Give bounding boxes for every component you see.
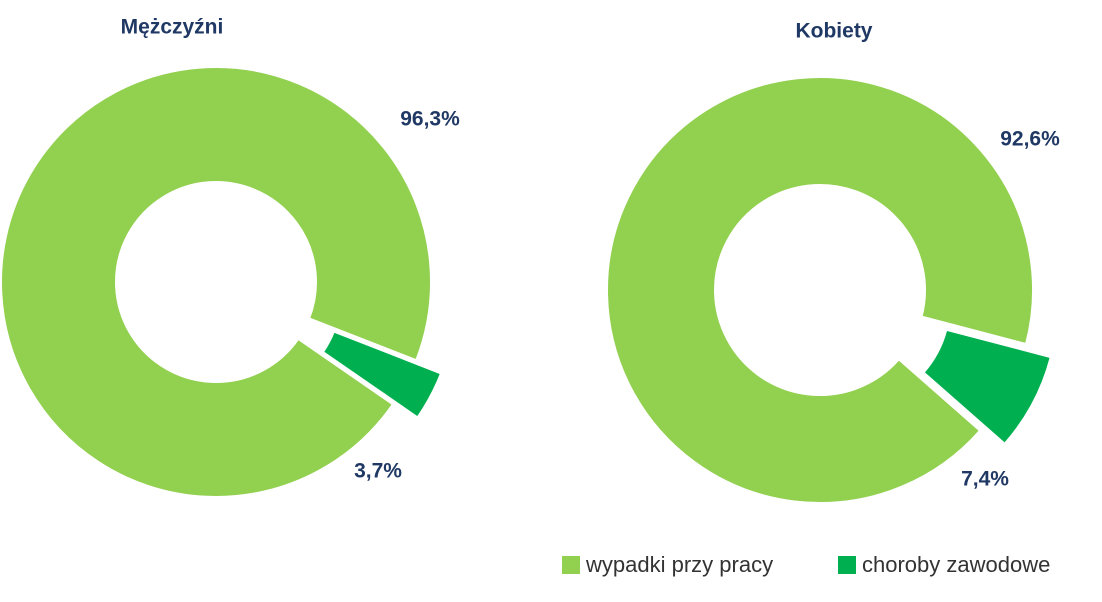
donut-slice	[0, 66, 432, 498]
chart-title: Mężczyźni	[121, 16, 224, 39]
legend-label: choroby zawodowe	[862, 552, 1050, 577]
legend-swatch	[838, 556, 856, 574]
legend-label: wypadki przy pracy	[585, 552, 773, 577]
chart-title: Kobiety	[795, 20, 872, 43]
data-label: 3,7%	[354, 460, 402, 483]
donut-slice	[321, 330, 443, 419]
legend-swatch	[562, 556, 580, 574]
donut-slice	[922, 328, 1052, 446]
data-label: 92,6%	[1000, 128, 1060, 151]
data-label: 7,4%	[961, 468, 1009, 491]
donut-slice	[606, 75, 1034, 504]
data-label: 96,3%	[400, 108, 460, 131]
